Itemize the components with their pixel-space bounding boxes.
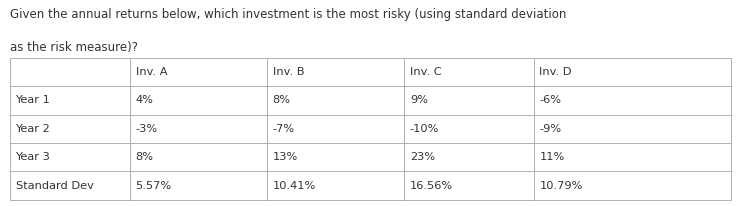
Text: -3%: -3% (136, 124, 158, 134)
Text: 8%: 8% (136, 152, 153, 162)
Text: 23%: 23% (410, 152, 435, 162)
Text: 10.41%: 10.41% (273, 181, 316, 191)
Text: Inv. B: Inv. B (273, 67, 305, 77)
Text: as the risk measure)?: as the risk measure)? (10, 41, 138, 54)
Text: Given the annual returns below, which investment is the most risky (using standa: Given the annual returns below, which in… (10, 8, 566, 21)
Text: Inv. C: Inv. C (410, 67, 442, 77)
Text: 4%: 4% (136, 95, 153, 105)
Text: Year 1: Year 1 (16, 95, 50, 105)
Text: 11%: 11% (539, 152, 565, 162)
Text: Year 2: Year 2 (16, 124, 50, 134)
Text: Standard Dev: Standard Dev (16, 181, 93, 191)
Text: Inv. D: Inv. D (539, 67, 572, 77)
Text: 8%: 8% (273, 95, 290, 105)
Text: 9%: 9% (410, 95, 428, 105)
Text: 16.56%: 16.56% (410, 181, 453, 191)
Text: -6%: -6% (539, 95, 562, 105)
Text: Inv. A: Inv. A (136, 67, 167, 77)
Text: 13%: 13% (273, 152, 298, 162)
Text: 10.79%: 10.79% (539, 181, 583, 191)
Text: -10%: -10% (410, 124, 439, 134)
Text: 5.57%: 5.57% (136, 181, 172, 191)
Bar (10, 58, 731, 200)
Text: -9%: -9% (539, 124, 562, 134)
Text: Year 3: Year 3 (16, 152, 50, 162)
Text: -7%: -7% (273, 124, 295, 134)
